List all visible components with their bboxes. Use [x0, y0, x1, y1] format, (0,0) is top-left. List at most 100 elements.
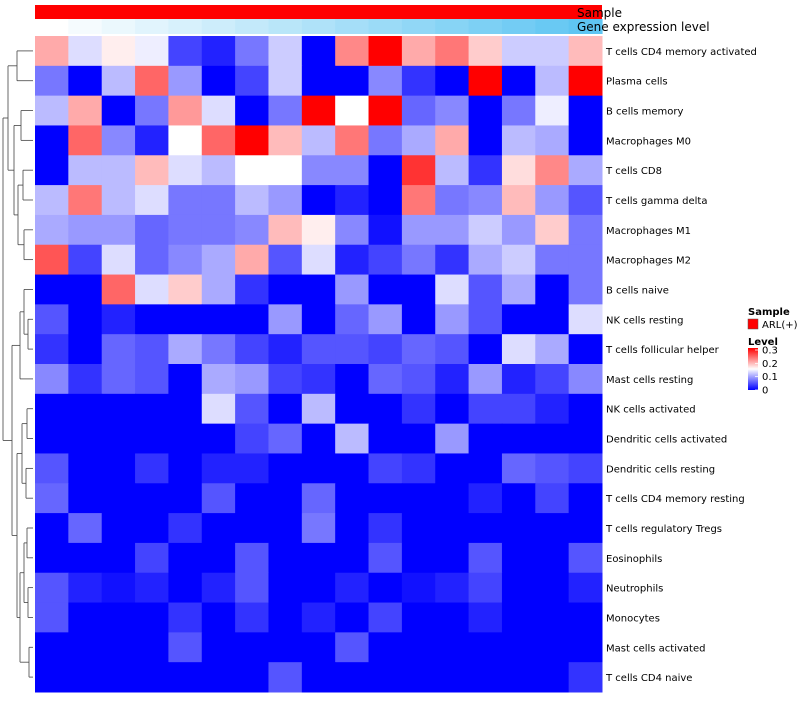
- row-label: Macrophages M2: [606, 256, 691, 267]
- heatmap-cell: [501, 602, 536, 633]
- heatmap-cell: [101, 304, 136, 335]
- heatmap-cell: [68, 423, 103, 454]
- heatmap-cell: [301, 423, 336, 454]
- heatmap-cell: [68, 393, 103, 425]
- heatmap-cell: [268, 185, 303, 216]
- heatmap-cell: [135, 95, 169, 126]
- heatmap-cell: [301, 364, 336, 395]
- heatmap-cell: [235, 662, 269, 693]
- row-label: Monocytes: [606, 613, 660, 624]
- row-label: T cells CD8: [605, 166, 662, 177]
- heatmap-cell: [268, 393, 303, 425]
- heatmap-cell: [335, 304, 370, 335]
- heatmap-cell: [235, 483, 269, 514]
- heatmap-cell: [101, 185, 136, 216]
- heatmap-cell: [68, 364, 103, 395]
- heatmap-cell: [368, 214, 403, 246]
- heatmap-cell: [501, 513, 536, 544]
- heatmap-cell: [35, 572, 69, 604]
- heatmap-cell: [301, 185, 336, 216]
- heatmap-cell: [435, 453, 470, 484]
- heatmap-cell: [368, 155, 403, 186]
- heatmap-cell: [435, 155, 470, 186]
- heatmap-cell: [535, 423, 570, 454]
- heatmap-cell: [201, 214, 236, 246]
- heatmap-cell: [335, 393, 370, 425]
- heatmap-cell: [535, 483, 570, 514]
- heatmap-cell: [535, 65, 570, 97]
- heatmap-cell: [235, 185, 269, 216]
- heatmap-cell: [135, 274, 169, 305]
- heatmap-cell: [435, 364, 470, 395]
- heatmap-cell: [268, 304, 303, 335]
- heatmap-cell: [335, 95, 370, 126]
- heatmap-cell: [268, 274, 303, 305]
- heatmap-cell: [435, 662, 470, 693]
- heatmap-cell: [501, 125, 536, 156]
- heatmap-cell: [435, 483, 470, 514]
- heatmap-cell: [335, 65, 370, 97]
- heatmap-cell: [135, 125, 169, 156]
- heatmap-cell: [468, 364, 503, 395]
- heatmap-cell: [568, 393, 603, 425]
- heatmap-cell: [235, 423, 269, 454]
- heatmap-cell: [168, 334, 203, 365]
- legend-tick-label: 0.2: [762, 359, 778, 370]
- heatmap-cell: [568, 542, 603, 574]
- heatmap-cell: [501, 274, 536, 305]
- heatmap-cell: [235, 36, 269, 67]
- heatmap-cell: [201, 364, 236, 395]
- heatmap-cell: [35, 185, 69, 216]
- heatmap-cell: [501, 423, 536, 454]
- heatmap-cell: [501, 304, 536, 335]
- heatmap-cell: [101, 513, 136, 544]
- heatmap-cell: [168, 632, 203, 663]
- heatmap-cell: [101, 214, 136, 246]
- heatmap-cell: [401, 214, 436, 246]
- heatmap-cell: [535, 602, 570, 633]
- heatmap-cell: [468, 632, 503, 663]
- heatmap-cell: [168, 572, 203, 604]
- heatmap-cell: [101, 572, 136, 604]
- heatmap-cell: [101, 244, 136, 276]
- heatmap-cell: [501, 572, 536, 604]
- heatmap-cell: [401, 334, 436, 365]
- heatmap-cell: [368, 632, 403, 663]
- expression-track-cell: [235, 19, 270, 34]
- heatmap-cell: [568, 483, 603, 514]
- heatmap-cell: [335, 244, 370, 276]
- legend-tick-label: 0: [762, 386, 768, 397]
- expression-track-cell: [435, 19, 470, 34]
- heatmap-cell: [535, 662, 570, 693]
- expression-track-cell: [201, 19, 236, 34]
- heatmap-cell: [535, 304, 570, 335]
- heatmap-cell: [101, 155, 136, 186]
- heatmap-cell: [201, 483, 236, 514]
- heatmap-cell: [535, 274, 570, 305]
- heatmap-cell: [168, 364, 203, 395]
- heatmap-cell: [435, 572, 470, 604]
- heatmap-cell: [301, 274, 336, 305]
- heatmap-cell: [301, 393, 336, 425]
- row-label: B cells naive: [606, 285, 669, 296]
- heatmap-cell: [135, 334, 169, 365]
- heatmap-cell: [435, 214, 470, 246]
- heatmap-cell: [468, 393, 503, 425]
- heatmap-cell: [101, 334, 136, 365]
- heatmap-cell: [368, 334, 403, 365]
- heatmap-cell: [135, 155, 169, 186]
- heatmap-cell: [168, 393, 203, 425]
- heatmap-cell: [235, 155, 269, 186]
- heatmap-cell: [168, 662, 203, 693]
- heatmap-cell: [68, 662, 103, 693]
- heatmap-cell: [301, 513, 336, 544]
- expression-track-cell: [468, 19, 503, 34]
- row-label: B cells memory: [606, 107, 683, 118]
- heatmap-cell: [101, 125, 136, 156]
- heatmap-cell: [535, 185, 570, 216]
- heatmap-cell: [268, 364, 303, 395]
- heatmap-cell: [335, 513, 370, 544]
- heatmap-cell: [468, 274, 503, 305]
- heatmap-cell: [301, 65, 336, 97]
